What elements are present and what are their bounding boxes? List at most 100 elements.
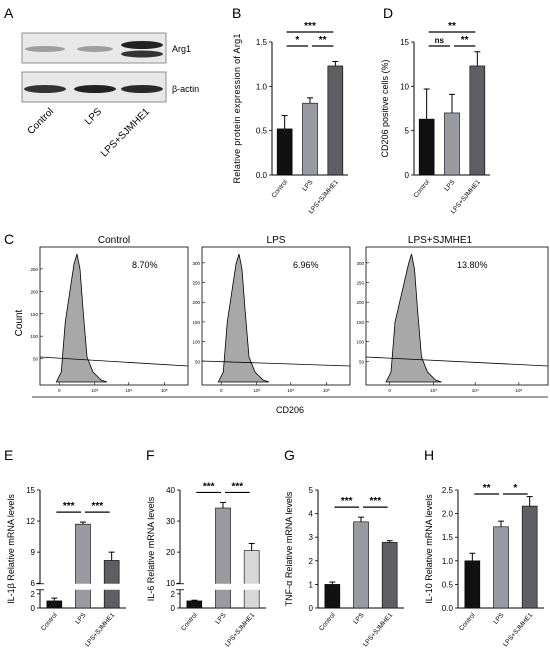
panel-letter-e: E [4, 447, 13, 463]
y-tick-label: 2 [309, 557, 314, 566]
flow-frame-sjmhe1 [365, 246, 549, 386]
bar-2 [327, 65, 344, 176]
x-tick-label: Control [180, 611, 199, 632]
panel-letter-a: A [4, 5, 14, 21]
x-tick-label: Control [270, 178, 289, 199]
bar-1 [75, 523, 91, 609]
bar-0 [464, 560, 481, 609]
flow-histogram-lps [217, 253, 270, 383]
blot-label-actin: β-actin [172, 84, 199, 94]
flow-ytick-label: 150 [30, 312, 38, 317]
flow-percent-control: 8.70% [132, 260, 158, 270]
flow-ytick-label: 50 [195, 359, 201, 364]
significance-label: ns [435, 36, 445, 45]
flow-ytick-label: 200 [30, 289, 38, 294]
significance-label: * [295, 35, 299, 46]
y-tick-label: 0.0 [442, 604, 454, 613]
flow-ytick-label: 300 [192, 261, 200, 266]
y-tick-label: 15 [400, 38, 409, 47]
y-axis-label: IL-6 Relative mRNA levels [146, 496, 156, 601]
y-axis-label: Relative protein expression of Arg1 [232, 34, 242, 184]
bar-2 [381, 542, 398, 609]
bar-1 [444, 112, 460, 176]
significance-label: ** [461, 35, 469, 46]
flow-x-label: CD206 [276, 405, 304, 415]
bar-1 [302, 102, 318, 176]
flow-xticks-sjmhe1: 0 10³ 10⁴ 10⁵ [388, 382, 522, 393]
x-tick-label: LPS+SJMHE1 [84, 611, 116, 648]
y-tick-label: 9 [31, 548, 36, 557]
bar-chart-g: 0 1 2 3 4 5 TNF-α Relative mRNA levels Control L… [284, 486, 404, 648]
panel-letter-g: G [284, 447, 295, 463]
x-tick-label: LPS+SJMHE1 [224, 611, 256, 648]
panel-letter-f: F [146, 447, 155, 463]
y-tick-label: 0.5 [256, 127, 268, 136]
y-tick-label: 0.0 [256, 171, 268, 180]
y-tick-label: 2.5 [442, 486, 454, 495]
flow-ytick-label: 50 [359, 359, 365, 364]
flow-frame-control [39, 246, 189, 386]
bar-chart-f: 0 2 10 20 30 40 IL-6 Relative mRNA levels Contr… [146, 481, 266, 648]
flow-xtick-label: 10³ [254, 388, 261, 393]
flow-yticks-lps: 50 100 150 200 250 300 [192, 261, 205, 364]
flow-gate-lps [201, 360, 351, 367]
bar-2 [521, 505, 538, 609]
flow-frame-lps [201, 246, 351, 386]
y-tick-label: 5 [309, 486, 314, 495]
flow-xtick-label: 10⁴ [472, 388, 479, 393]
y-tick-label: 15 [26, 486, 35, 495]
y-tick-label: 2.0 [442, 510, 454, 519]
y-tick-label: 2 [171, 590, 176, 599]
flow-gate-sjmhe1 [365, 356, 549, 367]
x-tick-label: LPS+SJMHE1 [502, 611, 534, 648]
flow-title-lps: LPS [267, 235, 286, 246]
significance-label: ** [483, 483, 491, 494]
flow-ytick-label: 250 [356, 281, 364, 286]
y-axis-label: TNF-α Relative mRNA levels [284, 491, 294, 606]
bar-0 [418, 118, 435, 176]
x-tick-label: LPS [492, 611, 506, 625]
flow-ytick-label: 200 [356, 300, 364, 305]
y-tick-label: 0 [31, 604, 36, 613]
flow-gate-control [39, 356, 189, 367]
flow-xticks-control: 0 10³ 10⁴ 10⁵ [58, 382, 168, 393]
flow-xtick-label: 10⁵ [515, 388, 522, 393]
lane-label-control: Control [26, 106, 57, 137]
y-tick-label: 6 [31, 579, 36, 588]
y-tick-label: 1.5 [256, 38, 268, 47]
flow-ytick-label: 150 [192, 320, 200, 325]
x-tick-label: Control [318, 611, 337, 632]
y-axis-label: CD206 positive cells (%) [380, 59, 390, 157]
axis-break [176, 583, 266, 590]
panel-letter-b: B [232, 5, 241, 21]
flow-ytick-label: 250 [192, 281, 200, 286]
band-actin-lps [74, 85, 116, 93]
panel-letter-d: D [383, 5, 393, 21]
flow-panel-sjmhe1: LPS+SJMHE1 13.80% 50 100 150 200 250 300 0 10³… [356, 235, 549, 393]
x-tick-label: LPS [74, 611, 88, 625]
x-tick-label: LPS [352, 611, 366, 625]
bar-chart-e: 0 2 6 9 12 15 IL-1β Relative mRNA levels Contro… [6, 486, 126, 648]
flow-title-control: Control [98, 235, 130, 246]
significance-label: * [513, 483, 517, 494]
bar-2 [243, 550, 260, 609]
x-tick-label: LPS+SJMHE1 [362, 611, 394, 648]
western-blot: Arg1 β-actin Control LPS LPS+SJMHE1 [21, 32, 199, 160]
band-arg1-control [25, 46, 65, 52]
significance-label: *** [231, 481, 243, 492]
flow-xtick-label: 0 [388, 388, 391, 393]
panel-letter-h: H [424, 447, 434, 463]
y-tick-label: 2 [31, 590, 36, 599]
y-tick-label: 40 [166, 486, 175, 495]
panel-letter-c: C [4, 231, 14, 247]
bar-chart-d: 0 5 10 15 CD206 positive cells (%) Control LPS… [380, 21, 490, 215]
bar-1 [353, 521, 369, 609]
y-tick-label: 1 [309, 580, 314, 589]
band-arg1-sjmhe1-upper [121, 41, 163, 49]
x-tick-label: LPS [443, 178, 457, 192]
y-tick-label: 5 [405, 127, 410, 136]
y-tick-label: 10 [166, 579, 175, 588]
bar-0 [46, 600, 63, 609]
band-actin-control [24, 85, 66, 93]
